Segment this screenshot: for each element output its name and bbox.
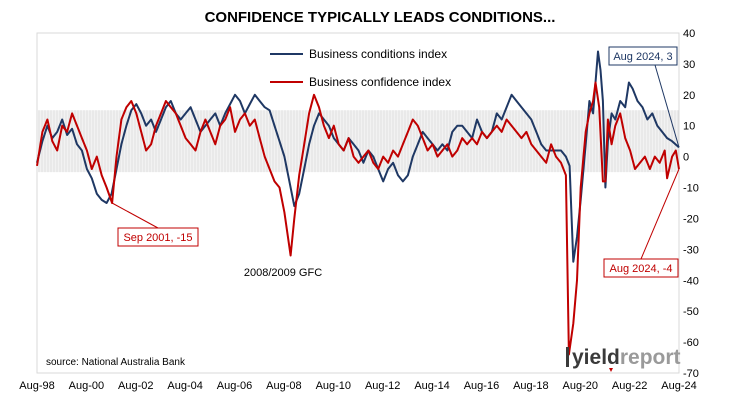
annotation-leader <box>111 202 159 229</box>
x-axis: Aug-98 Aug-00 Aug-02 Aug-04 Aug-06 Aug-08 Aug-… <box>19 380 696 392</box>
y-tick-label: -50 <box>683 306 699 318</box>
annotation-sep-2001: Sep 2001, -15 <box>111 202 199 247</box>
x-tick-label: Aug-10 <box>316 380 351 392</box>
annotation-aug-2024-conditions: Aug 2024, 3 <box>608 46 680 148</box>
legend: Business conditions index Business confi… <box>270 47 451 89</box>
y-tick-label: 0 <box>683 152 689 164</box>
y-tick-label: 20 <box>683 90 695 102</box>
annotation-box <box>608 46 678 66</box>
annotation-aug-2024-confidence-text: Aug 2024, -4 <box>610 263 673 275</box>
y-tick-label: 40 <box>683 28 695 40</box>
y-tick-label: -40 <box>683 275 699 287</box>
x-tick-label: Aug-00 <box>69 380 104 392</box>
annotation-gfc: 2008/2009 GFC <box>244 267 322 279</box>
legend-label-conditions: Business conditions index <box>309 47 447 61</box>
x-tick-label: Aug-24 <box>661 380 696 392</box>
x-tick-label: Aug-08 <box>266 380 301 392</box>
x-tick-label: Aug-20 <box>562 380 597 392</box>
y-tick-label: -60 <box>683 337 699 349</box>
series-lines <box>36 50 680 356</box>
x-tick-label: Aug-06 <box>217 380 252 392</box>
y-axis: 40 30 20 10 0 -10 -20 -30 -40 -50 -60 -70 <box>683 28 699 380</box>
annotation-aug-2024-confidence: Aug 2024, -4 <box>603 168 680 278</box>
logo-text: yieldreport <box>572 346 681 369</box>
x-tick-label: Aug-22 <box>612 380 647 392</box>
annotation-box <box>603 258 679 278</box>
chart-title: CONFIDENCE TYPICALLY LEADS CONDITIONS... <box>205 9 556 26</box>
logo-triangle-icon <box>609 368 613 372</box>
source-note: source: National Australia Bank <box>46 357 186 368</box>
x-tick-label: Aug-02 <box>118 380 153 392</box>
y-tick-label: 30 <box>683 59 695 71</box>
y-tick-label: 10 <box>683 121 695 133</box>
logo-part-yield: yield <box>572 346 620 369</box>
y-tick-label: -20 <box>683 213 699 225</box>
series-line-confidence <box>36 81 680 356</box>
annotation-box <box>117 227 199 247</box>
annotation-leader <box>654 64 680 148</box>
annotation-sep-2001-text: Sep 2001, -15 <box>123 232 192 244</box>
y-tick-label: -70 <box>683 368 699 380</box>
x-tick-label: Aug-04 <box>167 380 202 392</box>
x-tick-label: Aug-98 <box>19 380 54 392</box>
y-tick-label: -30 <box>683 244 699 256</box>
yieldreport-logo: yieldreport <box>566 346 681 372</box>
legend-label-confidence: Business confidence index <box>309 75 451 89</box>
logo-bar <box>566 347 569 367</box>
x-tick-label: Aug-18 <box>513 380 548 392</box>
x-tick-label: Aug-12 <box>365 380 400 392</box>
x-tick-label: Aug-14 <box>414 380 449 392</box>
y-tick-label: -10 <box>683 183 699 195</box>
annotation-leader <box>640 168 680 260</box>
logo-part-report: report <box>620 346 681 369</box>
x-tick-label: Aug-16 <box>464 380 499 392</box>
annotation-aug-2024-conditions-text: Aug 2024, 3 <box>613 51 672 63</box>
